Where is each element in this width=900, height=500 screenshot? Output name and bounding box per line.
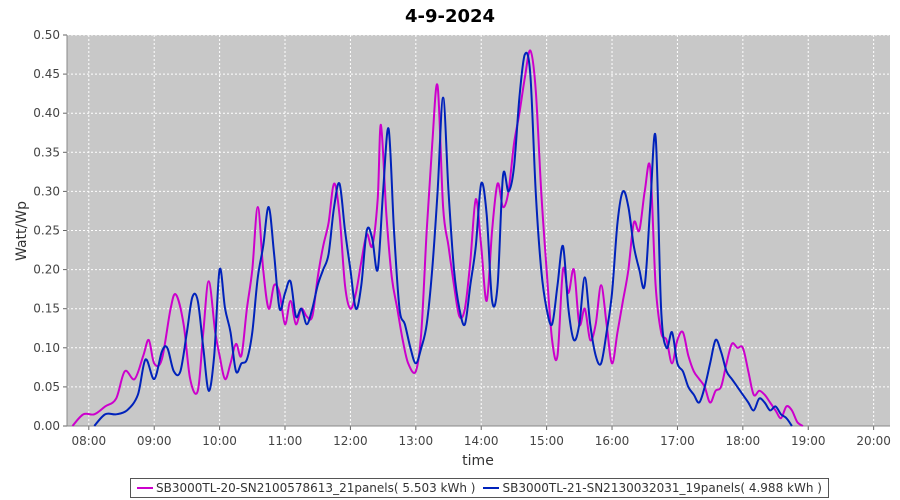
y-tick-label: 0.20	[33, 263, 60, 277]
legend-swatch-series-1	[137, 487, 153, 489]
chart-title: 4-9-2024	[405, 6, 495, 27]
series-line-2	[93, 51, 793, 427]
legend-label-series-1: SB3000TL-20-SN2100578613_21panels( 5.503…	[156, 481, 476, 495]
x-tick-label: 10:00	[202, 434, 237, 448]
axes: 0.00 0.05 0.10 0.15 0.20 0.25 0.30 0.35 0.40 0.45…	[33, 28, 891, 448]
x-tick-label: 20:00	[856, 434, 891, 448]
y-tick-label: 0.05	[33, 380, 60, 394]
x-axis-label: time	[462, 453, 494, 469]
y-tick-label: 0.25	[33, 224, 60, 238]
legend: SB3000TL-20-SN2100578613_21panels( 5.503…	[130, 478, 829, 498]
y-tick-label: 0.10	[33, 341, 60, 355]
x-tick-label: 17:00	[660, 434, 695, 448]
y-tick-label: 0.50	[33, 28, 60, 42]
x-tick-label: 11:00	[268, 434, 303, 448]
x-tick-label: 12:00	[333, 434, 368, 448]
y-tick-label: 0.30	[33, 184, 60, 198]
y-tick-label: 0.00	[33, 419, 60, 433]
x-tick-label: 13:00	[399, 434, 434, 448]
x-tick-label: 16:00	[595, 434, 630, 448]
legend-item-series-1: SB3000TL-20-SN2100578613_21panels( 5.503…	[137, 481, 475, 495]
legend-item-series-2: SB3000TL-21-SN2130032031_19panels( 4.988…	[483, 481, 822, 495]
y-tick-label: 0.45	[33, 67, 60, 81]
x-tick-label: 15:00	[529, 434, 564, 448]
x-tick-label: 18:00	[726, 434, 761, 448]
y-tick-label: 0.35	[33, 145, 60, 159]
legend-label-series-2: SB3000TL-21-SN2130032031_19panels( 4.988…	[502, 481, 822, 495]
y-axis-label: Watt/Wp	[14, 201, 30, 261]
x-tick-label: 19:00	[791, 434, 826, 448]
x-tick-label: 09:00	[137, 434, 172, 448]
y-tick-label: 0.40	[33, 106, 60, 120]
x-tick-label: 14:00	[464, 434, 499, 448]
y-tick-label: 0.15	[33, 302, 60, 316]
x-tick-label: 08:00	[72, 434, 107, 448]
plot-area	[67, 35, 890, 426]
series-lines	[71, 49, 804, 427]
legend-swatch-series-2	[483, 487, 500, 489]
